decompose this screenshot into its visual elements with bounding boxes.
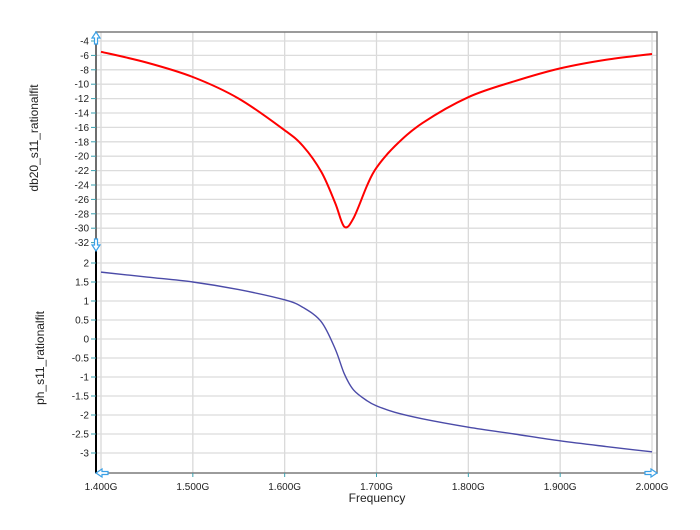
- y-tick-label: -16: [75, 123, 90, 134]
- y-tick-label: -28: [75, 209, 90, 220]
- series-lines: [100, 50, 653, 453]
- y-tick-label: -3: [80, 449, 89, 460]
- y-tick-label: -8: [80, 65, 89, 76]
- x-tick-label: 1.900G: [544, 482, 577, 493]
- y-tick-label: 1: [83, 297, 89, 308]
- y-tick-label: -1: [80, 373, 89, 384]
- x-axis-min-handle-icon[interactable]: [94, 467, 109, 479]
- y-tick-label: -2.5: [72, 430, 90, 441]
- y-tick-label: 1.5: [75, 278, 89, 289]
- y-tick-label: -0.5: [72, 354, 90, 365]
- y-tick-label: -30: [75, 224, 90, 235]
- y-tick-label: -26: [75, 195, 90, 206]
- y-tick-label: 0.5: [75, 316, 89, 327]
- ph_s11_rationalfit-line: [100, 271, 653, 453]
- y-tick-label: -4: [80, 37, 89, 48]
- top-axis-min-handle-icon[interactable]: [90, 238, 102, 253]
- axis-ticks: 1.400G 1.500G 1.600G 1.700G 1.800G 1.900G 2.00…: [72, 37, 669, 494]
- x-tick-label: 1.400G: [85, 482, 118, 493]
- x-axis-title: Frequency: [349, 491, 406, 505]
- y-tick-label: -20: [75, 152, 90, 163]
- x-tick-label: 1.700G: [360, 482, 393, 493]
- y-tick-label: -10: [75, 80, 90, 91]
- grid-lines: [96, 32, 657, 473]
- axis-scroll-handles[interactable]: [90, 30, 659, 479]
- y-tick-label: 2: [83, 259, 89, 270]
- y-tick-label: -14: [75, 109, 90, 120]
- y-tick-label: -6: [80, 51, 89, 62]
- x-tick-label: 1.800G: [452, 482, 485, 493]
- y-tick-label: 0: [83, 335, 89, 346]
- x-axis-max-handle-icon[interactable]: [644, 467, 659, 479]
- y-tick-label: -24: [75, 181, 90, 192]
- y-tick-label: -1.5: [72, 392, 90, 403]
- y-axis-title-db20: db20_s11_rationalfit: [27, 84, 41, 192]
- x-tick-label: 1.600G: [268, 482, 301, 493]
- y-tick-label: -12: [75, 94, 90, 105]
- x-tick-label: 2.000G: [636, 482, 669, 493]
- top-axis-max-handle-icon[interactable]: [90, 30, 102, 45]
- y-tick-label: -22: [75, 166, 90, 177]
- y-tick-label: -32: [75, 238, 90, 249]
- x-tick-label: 1.500G: [176, 482, 209, 493]
- y-axis-title-phase: ph_s11_rationalfit: [33, 310, 47, 405]
- db20_s11_rationalfit-line: [100, 50, 653, 229]
- y-tick-label: -18: [75, 137, 90, 148]
- y-tick-label: -2: [80, 411, 89, 422]
